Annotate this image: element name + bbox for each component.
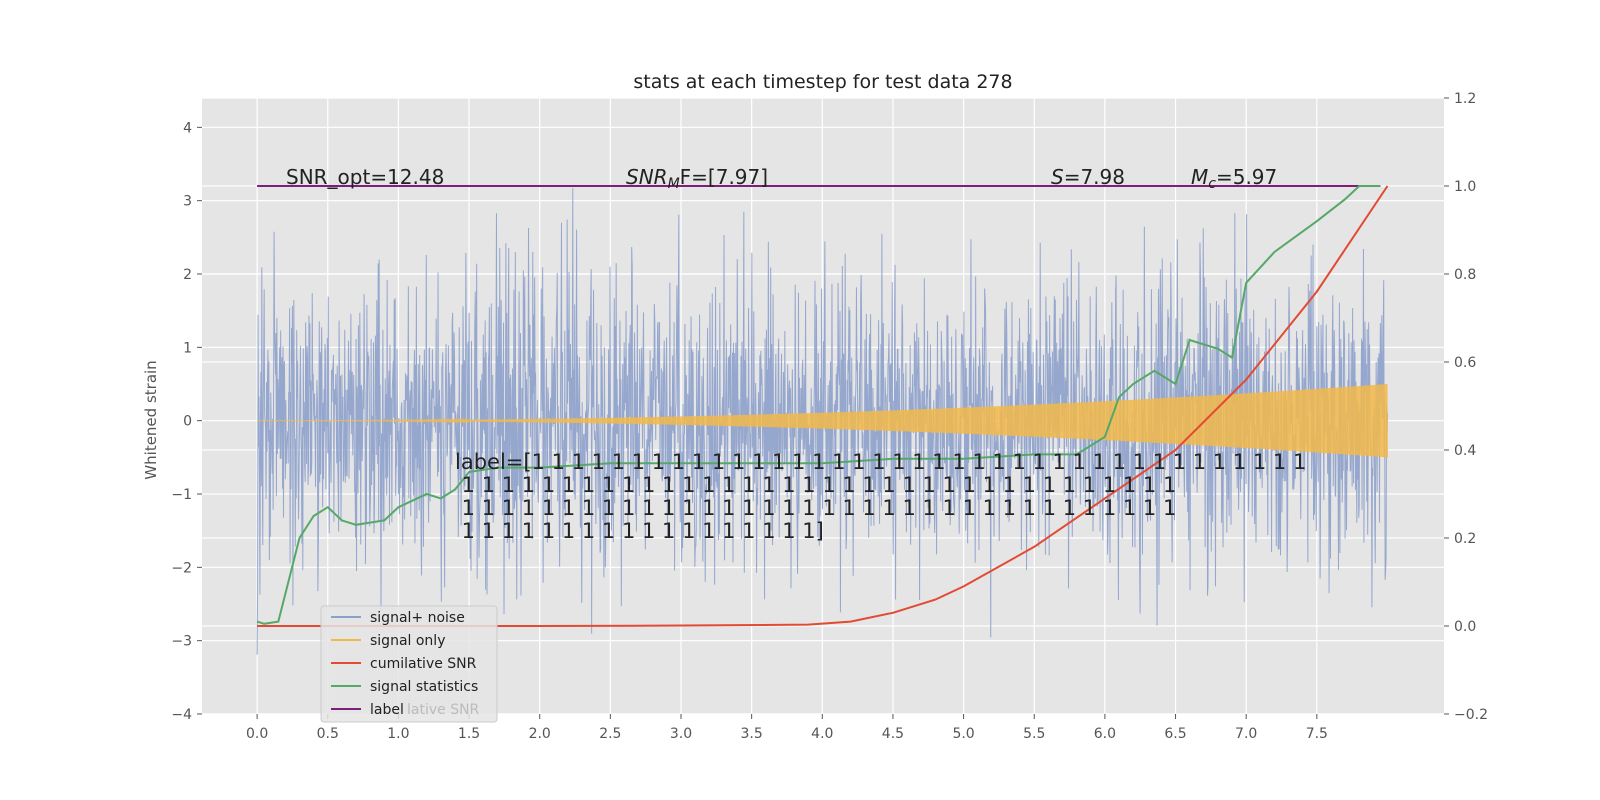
signal-noise-path	[256, 188, 1388, 655]
y2-tick-label: 1.0	[1454, 179, 1476, 195]
legend-box	[320, 605, 498, 723]
y-tick-label: 1	[183, 340, 192, 356]
y-tick-label: −4	[171, 707, 192, 723]
series-signal-noise	[256, 188, 1388, 655]
y2-tick-label: 1.2	[1454, 91, 1476, 107]
annotation-snr-opt: SNR_opt=12.48	[286, 165, 444, 189]
y-tick-label: −2	[171, 560, 192, 576]
y2-tick-label: −0.2	[1454, 707, 1488, 723]
legend-ghost-text: lative SNR	[407, 702, 480, 718]
x-axis-ticks: 0.0 0.5 1.0 1.5 2.0 2.5 3.0 3.5 4.0 4.5 5.0 5.5 6.0 6…	[246, 714, 1328, 742]
legend-label-cumulative-snr: cumilative SNR	[370, 656, 477, 672]
cumilative-snr-line	[257, 185, 1389, 627]
x-tick-label: 5.5	[1023, 726, 1045, 742]
x-tick-label: 4.5	[882, 726, 904, 742]
y2-tick-label: 0.0	[1454, 619, 1476, 635]
annotation-mc: Mc=5.97	[1191, 165, 1277, 192]
signal-statistics-line	[256, 185, 1381, 625]
x-tick-label: 2.0	[529, 726, 551, 742]
x-tick-label: 6.0	[1094, 726, 1116, 742]
x-tick-label: 2.5	[599, 726, 621, 742]
annotation-label-line-1: label=[1 1 1 1 1 1 1 1 1 1 1 1 1 1 1 1 1…	[455, 450, 1306, 474]
x-tick-label: 0.0	[246, 726, 268, 742]
legend-label-label: label	[370, 702, 404, 718]
x-tick-label: 7.5	[1306, 726, 1328, 742]
chart-title: stats at each timestep for test data 278	[633, 71, 1012, 93]
annotation-s: S=7.98	[1051, 165, 1125, 189]
x-tick-label: 5.0	[952, 726, 974, 742]
legend-label-signal-noise: signal+ noise	[370, 610, 465, 626]
annotation-label-line-2: 1 1 1 1 1 1 1 1 1 1 1 1 1 1 1 1 1 1 1 1 …	[455, 473, 1176, 497]
x-tick-label: 1.0	[387, 726, 409, 742]
y-tick-label: −1	[171, 487, 192, 503]
grid-lines	[202, 97, 1444, 715]
x-tick-label: 1.5	[458, 726, 480, 742]
signal-only-path	[257, 384, 1388, 458]
x-tick-label: 3.5	[741, 726, 763, 742]
x-tick-label: 0.5	[317, 726, 339, 742]
x-tick-label: 6.5	[1164, 726, 1186, 742]
y-tick-label: 2	[183, 267, 192, 283]
y-axis-ticks: 4 3 2 1 0 −1 −2 −3 −4	[171, 120, 202, 723]
y2-tick-label: 0.4	[1454, 443, 1476, 459]
legend-label-signal-statistics: signal statistics	[370, 679, 478, 695]
x-tick-label: 4.0	[811, 726, 833, 742]
y2-tick-label: 0.2	[1454, 531, 1476, 547]
annotation-snr-mf: SNRMF=[7.97]	[626, 165, 768, 192]
x-tick-label: 7.0	[1235, 726, 1257, 742]
series-signal-only	[257, 384, 1388, 458]
y-tick-label: 0	[183, 414, 192, 430]
y2-tick-label: 0.6	[1454, 355, 1476, 371]
y-axis-label: Whitened strain	[142, 360, 160, 479]
y2-tick-label: 0.8	[1454, 267, 1476, 283]
y-tick-label: 3	[183, 194, 192, 210]
annotation-label-line-4: 1 1 1 1 1 1 1 1 1 1 1 1 1 1 1 1 1 1]	[455, 519, 824, 543]
x-tick-label: 3.0	[670, 726, 692, 742]
legend-label-signal-only: signal only	[370, 633, 445, 649]
y-tick-label: 4	[183, 120, 192, 136]
y2-axis-ticks: 1.2 1.0 0.8 0.6 0.4 0.2 0.0 −0.2	[1444, 91, 1488, 723]
y-tick-label: −3	[171, 634, 192, 650]
legend: signal+ noise signal only cumilative SNR…	[320, 605, 498, 723]
annotation-label-line-3: 1 1 1 1 1 1 1 1 1 1 1 1 1 1 1 1 1 1 1 1 …	[455, 496, 1176, 520]
series-lines	[256, 185, 1389, 627]
